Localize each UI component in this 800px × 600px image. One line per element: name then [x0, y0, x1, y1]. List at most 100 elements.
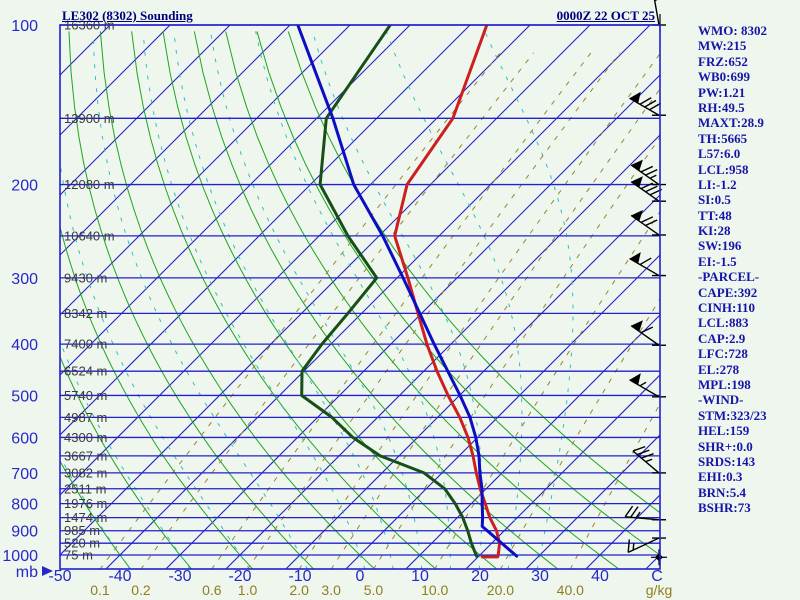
mixing-ratio-tick-label: 0.1 [90, 582, 110, 598]
surface-marker [651, 549, 667, 566]
isotherm-line [60, 25, 411, 376]
mixing-ratio-tick-label: 5.0 [364, 582, 384, 598]
mixing-ratio-line [434, 210, 660, 569]
temp-tick-label: 40 [591, 568, 609, 585]
index-value: WB0:699 [698, 69, 750, 85]
altitude-label: 10640 m [64, 228, 115, 243]
isotherm-line [60, 25, 351, 316]
moist-adiabat-line [386, 31, 523, 569]
index-value: BRN:5.4 [698, 484, 747, 500]
pressure-tick-label: 700 [11, 466, 38, 483]
isotherm-line [60, 25, 231, 196]
plot-border [59, 24, 661, 570]
pressure-tick-label: 800 [11, 497, 38, 514]
index-value: TT:48 [698, 207, 732, 223]
altitude-label: 3667 m [64, 448, 107, 463]
altitude-label: 75 m [64, 548, 93, 563]
temp-tick-label: -40 [108, 568, 131, 585]
index-value: SI:0.5 [698, 192, 731, 208]
pressure-axis-arrow [42, 566, 53, 576]
altitude-label: 16360 m [64, 18, 115, 33]
index-value: EHI:0.3 [698, 469, 743, 485]
dry-adiabat-line [60, 355, 193, 569]
index-value: STM:323/23 [698, 407, 767, 423]
index-value: FRZ:652 [698, 53, 748, 69]
index-value: -PARCEL- [698, 269, 760, 285]
wind-barb [630, 159, 666, 186]
parcel-trace [296, 25, 519, 558]
index-value: L57:6.0 [698, 146, 741, 162]
wind-barb [630, 210, 666, 236]
altitude-label: 5740 m [64, 388, 107, 403]
wind-barb [629, 252, 666, 277]
index-value: RH:49.5 [698, 99, 745, 115]
index-value: SHR+:0.0 [698, 438, 753, 454]
temp-tick-label: 10 [411, 568, 429, 585]
mixing-ratio-line [247, 52, 620, 569]
wind-barb [629, 373, 666, 398]
index-value: CAPE:392 [698, 284, 758, 300]
moist-adiabats [60, 31, 574, 569]
moist-adiabat-line [173, 31, 394, 569]
dry-adiabat-line [193, 31, 559, 569]
altitude-label: 8342 m [64, 306, 107, 321]
index-value: EI:-1.5 [698, 253, 737, 269]
isotherm-line [465, 374, 660, 569]
moist-adiabat-line [312, 31, 483, 569]
index-value: LFC:728 [698, 346, 748, 362]
index-value: BSHR:73 [698, 500, 751, 516]
indices-panel: WMO: 8302 MW:215 FRZ:652 WB0:699 PW:1.21 RH:4… [698, 23, 798, 516]
index-value: -WIND- [698, 392, 744, 408]
dry-adiabat-line [256, 31, 660, 556]
temp-tick-label: -30 [168, 568, 191, 585]
index-value: SRDS:143 [698, 453, 756, 469]
dry-adiabat-line [99, 31, 376, 569]
isotherm-line [345, 254, 660, 569]
pressure-tick-label: 1000 [2, 548, 38, 565]
altitude-label: 6524 m [64, 364, 107, 379]
mixing-ratio-line [211, 52, 592, 569]
isotherm-line [105, 25, 651, 569]
mixing-ratio-tick-label: 1.0 [238, 582, 258, 598]
temp-tick-label: 20 [471, 568, 489, 585]
mixing-ratio-line [373, 136, 660, 569]
index-value: MPL:198 [698, 376, 751, 392]
pressure-tick-label: 200 [11, 178, 38, 195]
index-value: LCL:883 [698, 315, 749, 331]
altitude-label: 1474 m [64, 510, 107, 525]
dry-adiabat-line [162, 31, 498, 569]
dry-adiabats [60, 31, 660, 569]
altitude-label: 985 m [64, 523, 100, 538]
altitude-label: 9430 m [64, 270, 107, 285]
dry-adiabat-line [225, 31, 620, 569]
isotherm-line [285, 194, 660, 569]
dewpoint-trace [300, 25, 478, 558]
mixing-ratio-tick-label: 2.0 [289, 582, 309, 598]
index-value: MW:215 [698, 38, 747, 54]
dry-adiabat-line [131, 31, 437, 569]
dry-adiabat-line [60, 460, 132, 569]
index-value: WMO: 8302 [698, 23, 767, 38]
index-value: CAP:2.9 [698, 330, 746, 346]
index-value: SW:196 [698, 238, 742, 254]
altitude-label: 3082 m [64, 465, 107, 480]
temp-tick-label: 30 [531, 568, 549, 585]
wind-barbs [624, 0, 667, 566]
altitude-label: 2511 m [64, 481, 106, 496]
wind-barb [630, 320, 666, 346]
isotherm-line [525, 434, 660, 569]
altitude-label: 4987 m [64, 410, 107, 425]
mixing-ratio-tick-label: 3.0 [321, 582, 341, 598]
temp-tick-label: -20 [228, 568, 251, 585]
dry-adiabat-line [60, 224, 254, 569]
isotherm-line [60, 25, 291, 256]
mixing-ratio-line [140, 52, 534, 569]
wind-barb [632, 445, 666, 474]
moist-adiabat-line [255, 31, 451, 569]
pressure-tick-label: 100 [11, 18, 38, 35]
temperature-trace [393, 25, 502, 558]
pressure-tick-label: 900 [11, 524, 38, 541]
index-value: LI:-1.2 [698, 176, 737, 192]
dry-adiabat-line [68, 31, 315, 569]
